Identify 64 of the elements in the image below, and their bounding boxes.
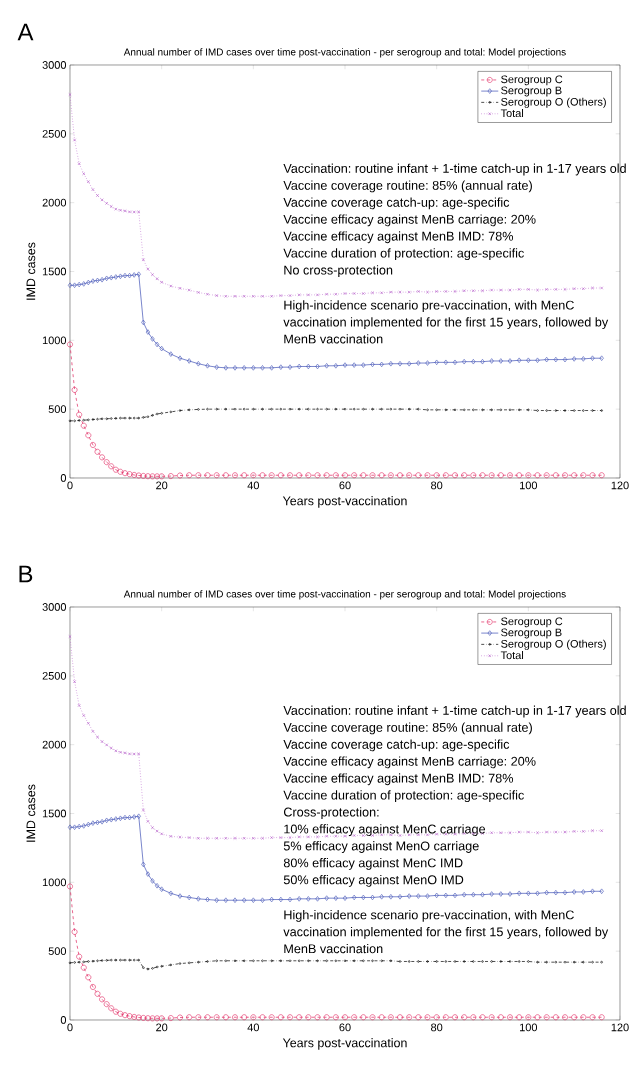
legend-label: Serogroup C <box>501 75 563 86</box>
x-tick-label: 100 <box>520 481 538 490</box>
annotation: Vaccine coverage routine: 85% (annual rate) <box>283 722 532 735</box>
y-tick-label: 2000 <box>42 198 67 207</box>
annotation: Vaccine efficacy against MenB IMD: 78% <box>283 231 514 244</box>
x-tick-label: 40 <box>247 1023 259 1032</box>
y-tick-label: 1000 <box>42 878 67 887</box>
annotation: Vaccine coverage catch-up: age-specific <box>283 739 510 752</box>
x-tick-label: 120 <box>611 1023 629 1032</box>
x-axis-title: Years post-vaccination <box>282 496 407 508</box>
annotation: No cross-protection <box>284 265 393 278</box>
y-axis-title: IMD cases <box>26 784 36 842</box>
y-tick-label: 0 <box>60 474 67 482</box>
y-tick-label: 1500 <box>42 809 67 818</box>
y-tick-label: 500 <box>48 947 67 956</box>
x-tick-label: 40 <box>247 481 259 490</box>
x-tick-label: 60 <box>339 481 351 490</box>
annotation: Cross-protection: <box>283 807 379 820</box>
text: A <box>17 23 34 41</box>
legend-label: Serogroup C <box>501 617 563 628</box>
y-tick-label: 500 <box>48 405 67 414</box>
x-tick-label: 80 <box>431 1023 443 1032</box>
y-axis-title: IMD cases <box>26 242 36 300</box>
annotation: Vaccination: routine infant + 1-time catch-up in 1-17 years old <box>283 163 626 176</box>
annotation: 5% efficacy against MenO carriage <box>283 841 479 853</box>
annotation: 10% efficacy against MenC carriage <box>284 824 486 836</box>
y-tick-label: 3000 <box>42 603 67 611</box>
annotation: Vaccine duration of protection: age-specific <box>283 248 524 261</box>
annotation: Vaccine efficacy against MenB carriage: 20% <box>283 214 536 227</box>
annotation: Vaccine efficacy against MenB IMD: 78% <box>283 773 514 786</box>
text: B <box>19 565 33 583</box>
annotation: Vaccine efficacy against MenB carriage: 20% <box>283 756 536 769</box>
y-tick-label: 2000 <box>42 740 67 749</box>
x-tick-label: 0 <box>67 481 73 490</box>
x-tick-label: 80 <box>431 481 443 490</box>
annotation: Vaccine duration of protection: age-specific <box>283 790 524 803</box>
legend-label: Serogroup B <box>501 86 562 97</box>
legend-label: Total <box>500 109 524 118</box>
chart-title: Annual number of IMD cases over time post-vaccination - per serogroup and total: Model projections <box>123 48 566 58</box>
legend-label: Serogroup B <box>501 628 562 639</box>
annotation: Vaccine coverage catch-up: age-specific <box>283 197 510 210</box>
annotation: 50% efficacy against MenO IMD <box>283 874 464 887</box>
annotation: Vaccine coverage routine: 85% (annual rate) <box>283 180 532 193</box>
annotation: 80% efficacy against MenC IMD <box>283 858 463 870</box>
legend-label: Serogroup O (Others) <box>501 639 606 650</box>
x-axis-title: Years post-vaccination <box>282 1038 407 1050</box>
x-tick-label: 20 <box>156 1023 168 1032</box>
annotation: High-incidence scenario pre-vaccination, with MenC vaccination implemented for the first 15 years, followed by MenB vaccination <box>283 910 609 954</box>
y-tick-label: 2500 <box>42 671 67 680</box>
annotation: High-incidence scenario pre-vaccination, with MenC vaccination implemented for the first 15 years, followed by MenB vaccination <box>283 300 609 344</box>
x-tick-label: 20 <box>156 481 168 490</box>
legend-label: Serogroup O (Others) <box>501 97 606 108</box>
x-tick-label: 120 <box>611 481 629 490</box>
y-tick-label: 1500 <box>42 267 67 276</box>
y-tick-label: 0 <box>60 1016 67 1024</box>
y-tick-label: 3000 <box>42 61 67 69</box>
x-tick-label: 60 <box>339 1023 351 1032</box>
x-tick-label: 100 <box>520 1023 538 1032</box>
y-tick-label: 1000 <box>42 336 67 345</box>
annotation: Vaccination: routine infant + 1-time catch-up in 1-17 years old <box>283 705 626 718</box>
x-tick-label: 0 <box>67 1023 73 1032</box>
chart-title: Annual number of IMD cases over time post-vaccination - per serogroup and total: Model projections <box>123 590 566 600</box>
y-tick-label: 2500 <box>42 129 67 138</box>
legend-label: Total <box>500 651 524 660</box>
